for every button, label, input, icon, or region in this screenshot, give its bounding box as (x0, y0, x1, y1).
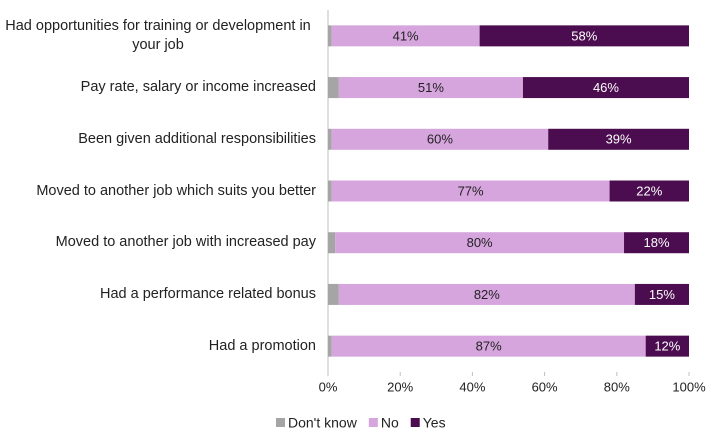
data-label: 41% (393, 28, 419, 43)
data-label: 58% (571, 28, 597, 43)
data-label: 51% (418, 80, 444, 95)
legend-label: No (381, 415, 399, 431)
category-text: Had a promotion (208, 337, 316, 354)
bar-segment (624, 232, 689, 254)
x-tick-label: 60% (532, 379, 558, 394)
data-label: 15% (649, 287, 675, 302)
data-label: 80% (467, 235, 493, 250)
legend-label: Don't know (288, 415, 358, 431)
bar-segment (338, 283, 635, 305)
data-label: 18% (643, 235, 669, 250)
category-text: Had opportunities for training or develo… (5, 17, 311, 53)
bar-segment (328, 77, 339, 99)
bar-segment (331, 128, 549, 150)
category-label: Had a promotion (0, 337, 316, 356)
bar-segment (645, 335, 689, 357)
category-label: Pay rate, salary or income increased (0, 78, 316, 97)
x-tick-label: 80% (604, 379, 630, 394)
bar-segment (331, 180, 610, 202)
bar-segment (338, 77, 523, 99)
data-label: 87% (476, 339, 502, 354)
bar-segment (609, 180, 689, 202)
x-tick-label: 20% (387, 379, 413, 394)
x-tick-label: 100% (672, 379, 706, 394)
legend-swatch (410, 418, 420, 427)
category-label: Moved to another job with increased pay (0, 233, 316, 252)
data-label: 46% (593, 80, 619, 95)
bar-segment (331, 25, 480, 47)
data-label: 60% (427, 132, 453, 147)
category-text: Had a performance related bonus (99, 285, 316, 302)
bar-segment (328, 283, 339, 305)
category-label: Had opportunities for training or develo… (0, 17, 316, 55)
category-text: Moved to another job which suits you bet… (36, 182, 316, 199)
bar-segment (328, 232, 336, 254)
bar-segment (479, 25, 689, 47)
bar-segment (328, 180, 332, 202)
category-label: Had a performance related bonus (0, 285, 316, 304)
bar-segment (328, 335, 332, 357)
bar-segment (331, 335, 646, 357)
legend-swatch (368, 418, 378, 427)
category-text: Moved to another job with increased pay (55, 234, 316, 251)
x-tick-label: 0% (319, 379, 338, 394)
x-tick-label: 40% (459, 379, 485, 394)
legend-label: Yes (423, 415, 446, 431)
data-label: 82% (474, 287, 500, 302)
category-label: Been given additional responsibilities (0, 130, 316, 149)
bar-segment (548, 128, 689, 150)
data-label: 77% (458, 183, 484, 198)
bar-segment (335, 232, 625, 254)
bar-segment (522, 77, 689, 99)
category-label: Moved to another job which suits you bet… (0, 182, 316, 201)
bar-segment (328, 25, 332, 47)
category-text: Pay rate, salary or income increased (80, 79, 316, 96)
bar-segment (328, 128, 332, 150)
category-text: Been given additional responsibilities (78, 130, 316, 147)
data-label: 12% (654, 339, 680, 354)
legend-swatch (276, 418, 285, 427)
data-label: 39% (606, 132, 632, 147)
bar-segment (634, 283, 689, 305)
data-label: 22% (636, 183, 662, 198)
